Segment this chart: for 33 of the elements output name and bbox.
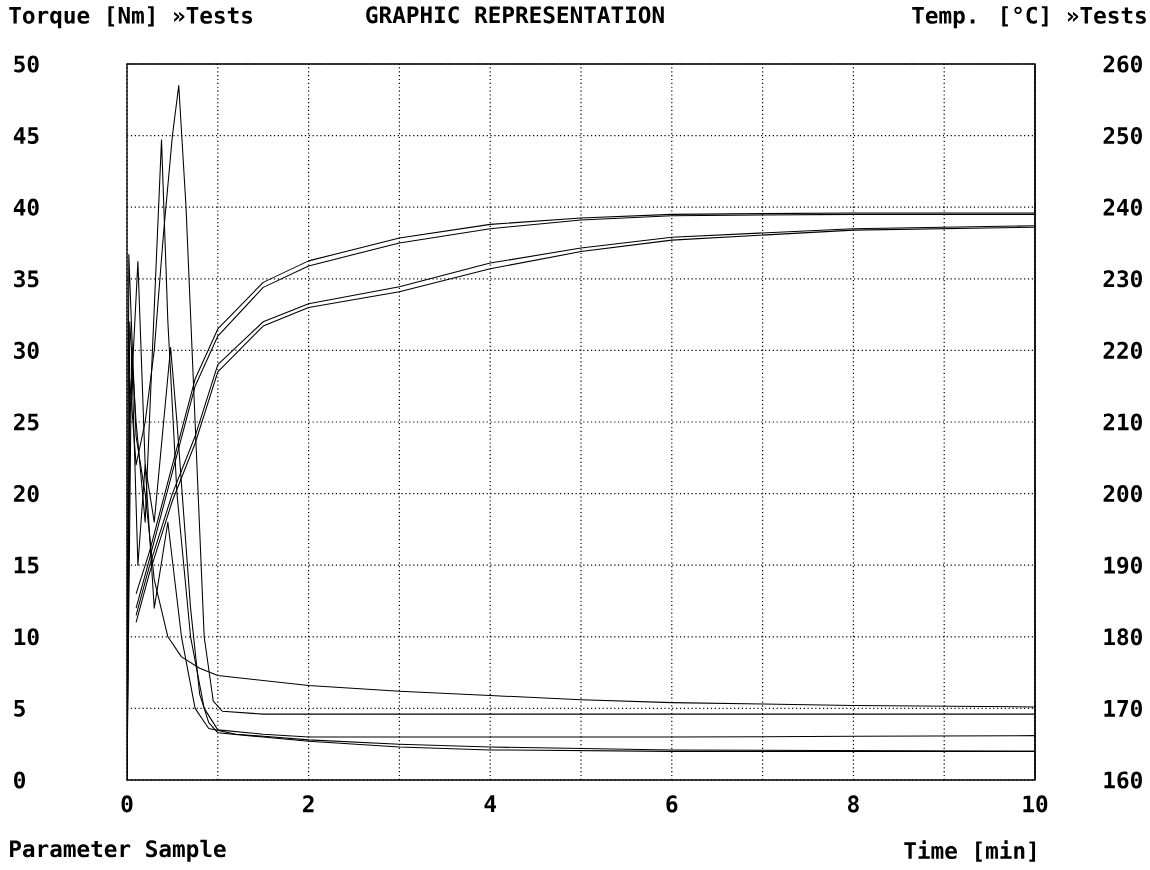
y2-tick-label: 200 [1103, 485, 1142, 503]
x-tick-label: 4 [484, 795, 497, 812]
x-tick-label: 0 [121, 795, 133, 813]
y2-tick-label: 160 [1104, 771, 1142, 789]
y2-tick-label: 190 [1104, 556, 1142, 574]
y-tick-label: 15 [14, 556, 39, 574]
y-tick-label: 50 [14, 55, 39, 73]
text: Parameter Sample [10, 839, 226, 862]
y-axis-title: Torque [Nm] »Tests [9, 6, 253, 29]
y2-tick-label: 210 [1103, 413, 1142, 431]
y-tick-label: 30 [14, 341, 39, 359]
x-axis-title: Time [min] [904, 840, 1036, 862]
y-tick-label: 0 [14, 771, 26, 789]
y2-tick-label: 220 [1103, 341, 1142, 359]
y-tick-label: 20 [13, 485, 39, 503]
x-tick-label: 6 [666, 795, 678, 813]
y2-tick-label: 180 [1104, 628, 1142, 646]
y2-tick-label: 250 [1103, 127, 1142, 145]
y2-axis-title: Temp. [°C] »Tests [912, 6, 1146, 29]
y-tick-label: 40 [13, 198, 39, 216]
y-tick-label: 45 [13, 127, 39, 145]
x-tick-label: 10 [1023, 795, 1048, 813]
y-tick-label: 25 [13, 413, 39, 431]
x-tick-label: 2 [303, 795, 314, 813]
y-tick-label: 5 [14, 699, 25, 717]
y2-tick-label: 260 [1103, 55, 1142, 73]
y2-tick-label: 170 [1104, 699, 1142, 717]
chart-title: GRAPHIC REPRESENTATION [366, 6, 664, 24]
y-tick-label: 10 [14, 628, 39, 646]
y-tick-label: 35 [14, 270, 39, 288]
y2-tick-label: 230 [1103, 270, 1142, 288]
x-tick-label: 8 [848, 795, 859, 813]
y2-tick-label: 240 [1103, 198, 1142, 216]
